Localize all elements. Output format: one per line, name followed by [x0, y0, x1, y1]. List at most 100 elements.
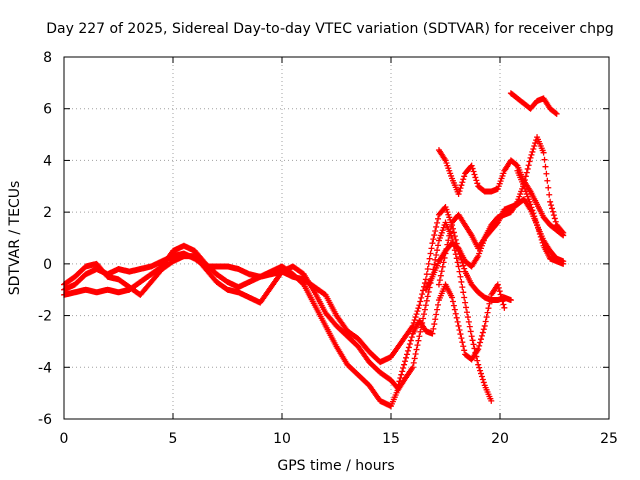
data-point: [532, 216, 539, 223]
y-tick-label: -4: [38, 360, 52, 376]
data-point: [403, 351, 410, 358]
data-point: [476, 342, 483, 349]
data-point: [424, 266, 431, 273]
data-point: [438, 268, 445, 275]
data-point: [419, 291, 426, 298]
data-point: [452, 251, 459, 258]
data-point: [456, 268, 463, 275]
y-tick-label: 0: [43, 257, 52, 273]
series-track-7: [507, 90, 560, 117]
data-point: [455, 322, 462, 329]
data-point: [403, 354, 410, 361]
data-point: [425, 260, 432, 267]
data-point: [426, 255, 433, 262]
x-tick-label: 5: [169, 431, 178, 447]
data-point: [549, 205, 556, 212]
data-point: [531, 143, 538, 150]
data-point: [481, 322, 488, 329]
x-tick-label: 10: [273, 431, 291, 447]
data-point: [462, 299, 469, 306]
data-point: [524, 165, 531, 172]
data-point: [430, 236, 437, 243]
series-track-8: [514, 167, 567, 267]
data-point: [479, 329, 486, 336]
data-point: [458, 182, 465, 189]
data-point: [531, 213, 538, 220]
data-point: [477, 339, 484, 346]
data-point: [456, 188, 463, 195]
data-point: [461, 294, 468, 301]
data-point: [530, 210, 537, 217]
data-point: [428, 245, 435, 252]
data-point: [417, 328, 424, 335]
data-point: [552, 218, 559, 225]
data-point: [460, 176, 467, 183]
data-point: [529, 148, 536, 155]
data-point: [538, 236, 545, 243]
data-point: [470, 341, 477, 348]
data-point: [404, 347, 411, 354]
data-point: [474, 357, 481, 364]
data-point: [417, 298, 424, 305]
data-point: [461, 173, 468, 180]
data-point: [477, 367, 484, 374]
data-point: [460, 289, 467, 296]
data-point: [420, 287, 427, 294]
data-point: [474, 180, 481, 187]
data-point: [469, 337, 476, 344]
data-point: [482, 318, 489, 325]
data-point: [535, 227, 542, 234]
x-tick-label: 0: [60, 431, 69, 447]
series-track-3: [61, 253, 508, 391]
data-point: [549, 208, 556, 215]
data-point: [440, 259, 447, 266]
x-tick-label: 20: [491, 431, 509, 447]
data-point: [435, 215, 442, 222]
data-point: [422, 302, 429, 309]
data-point: [537, 233, 544, 240]
data-point: [496, 288, 503, 295]
data-point: [550, 212, 557, 219]
series-track-2: [61, 219, 495, 410]
data-point: [433, 251, 440, 258]
data-point: [461, 265, 468, 272]
data-point: [431, 261, 438, 268]
data-point: [545, 184, 552, 191]
data-point: [459, 339, 466, 346]
y-tick-label: 2: [43, 205, 52, 221]
data-point: [431, 321, 438, 328]
data-point: [552, 110, 559, 117]
data-point: [546, 191, 553, 198]
data-point: [415, 305, 422, 312]
data-point: [427, 250, 434, 257]
data-point: [456, 326, 463, 333]
data-point: [411, 355, 418, 362]
data-point: [459, 284, 466, 291]
data-point: [507, 297, 514, 304]
data-point: [394, 384, 401, 391]
data-point: [399, 368, 406, 375]
data-point: [434, 306, 441, 313]
data-point: [416, 333, 423, 340]
data-point: [413, 311, 420, 318]
data-point: [540, 149, 547, 156]
data-point: [463, 309, 470, 316]
data-point: [468, 333, 475, 340]
data-point: [421, 306, 428, 313]
data-point: [449, 294, 456, 301]
data-point: [455, 263, 462, 270]
data-point: [486, 300, 493, 307]
data-point: [430, 325, 437, 332]
data-point: [463, 304, 470, 311]
data-point: [421, 280, 428, 287]
data-point: [475, 346, 482, 353]
data-point: [435, 242, 442, 249]
data-point: [405, 344, 412, 351]
data-point: [469, 165, 476, 172]
y-tick-label: -2: [38, 309, 52, 325]
data-point: [446, 232, 453, 239]
data-point: [421, 311, 428, 318]
data-point: [450, 302, 457, 309]
data-point: [447, 228, 454, 235]
data-point: [435, 281, 442, 288]
